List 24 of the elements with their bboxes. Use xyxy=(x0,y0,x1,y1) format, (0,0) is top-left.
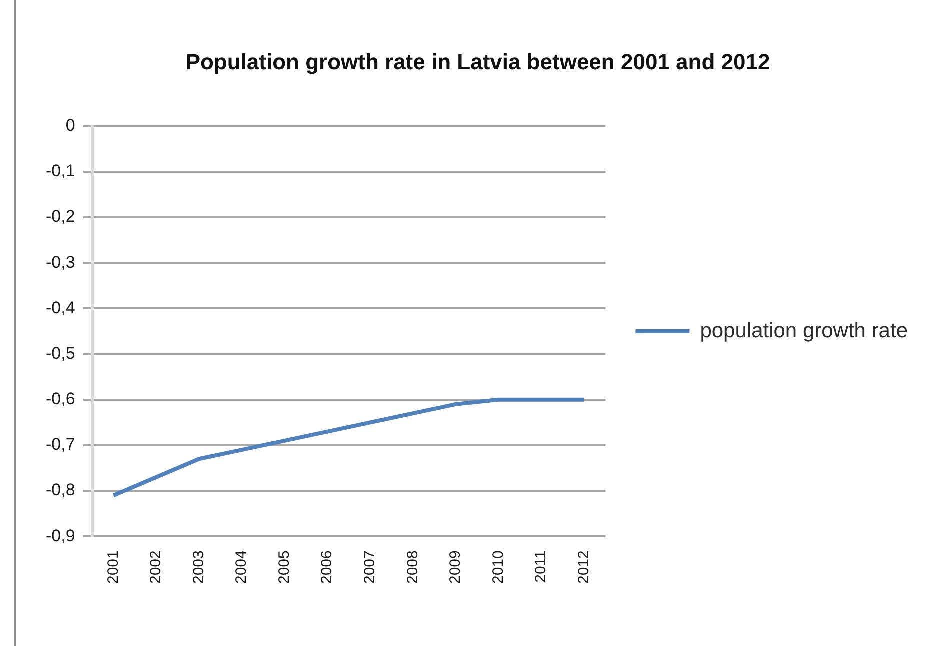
x-tick-label: 2001 xyxy=(104,550,122,584)
y-tick-label: -0,7 xyxy=(46,435,76,454)
x-tick-label: 2004 xyxy=(233,550,250,584)
y-tick-label: -0,3 xyxy=(46,252,76,272)
x-tick-label: 2010 xyxy=(490,550,507,584)
y-tick-label: -0,4 xyxy=(46,298,76,318)
y-tick-label: -0,9 xyxy=(46,526,76,546)
y-tick-label: -0,6 xyxy=(46,390,76,409)
y-tick-label: -0,1 xyxy=(46,162,76,181)
x-tick-label: 2003 xyxy=(190,550,208,584)
y-tick-label: -0,2 xyxy=(46,207,76,226)
y-tick-label: -0,5 xyxy=(46,344,76,363)
y-tick-label: -0,8 xyxy=(46,480,76,500)
x-tick-label: 2009 xyxy=(447,550,464,584)
x-tick-label: 2006 xyxy=(318,550,336,584)
x-tick-label: 2005 xyxy=(276,550,293,584)
x-tick-label: 2008 xyxy=(404,550,422,584)
legend-label: population growth rate xyxy=(700,319,908,342)
x-tick-label: 2007 xyxy=(362,550,379,584)
x-tick-label: 2002 xyxy=(148,550,165,584)
y-tick-label: 0 xyxy=(66,116,76,136)
chart-title: Population growth rate in Latvia between 2001 and 2012 xyxy=(186,49,770,74)
x-tick-label: 2011 xyxy=(532,550,550,583)
x-tick-label: 2012 xyxy=(575,550,592,584)
